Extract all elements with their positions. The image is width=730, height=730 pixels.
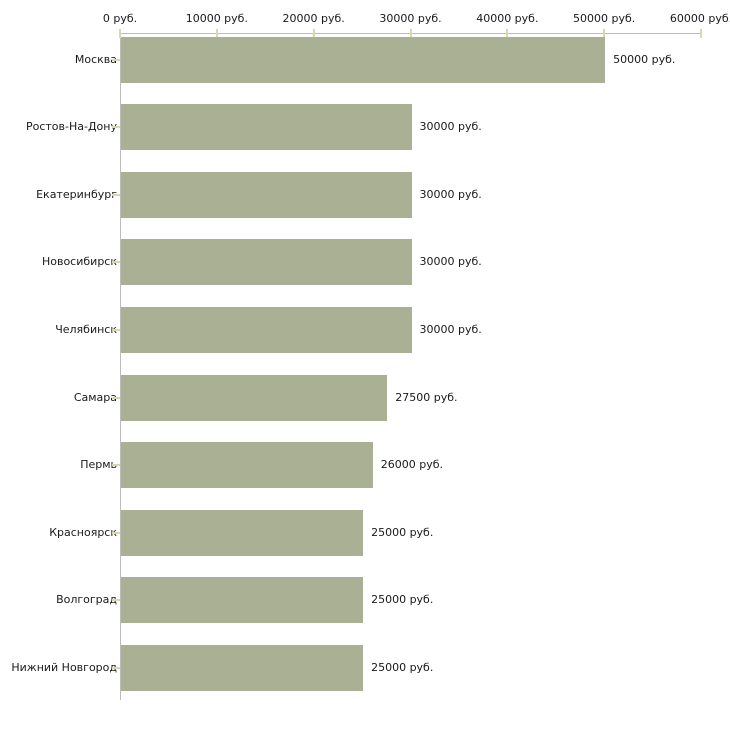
x-tick-label: 20000 руб. <box>282 12 345 25</box>
bar-1 <box>121 36 606 83</box>
y-tick-mark <box>112 126 120 129</box>
y-tick-mark <box>112 531 120 534</box>
x-tick-label: 60000 руб. <box>669 12 730 25</box>
y-tick-mark <box>112 396 120 399</box>
category-label: Пермь <box>80 458 117 472</box>
category-label: Самара <box>73 390 117 404</box>
category-label: Красноярск <box>49 525 117 539</box>
value-label: 27500 руб. <box>395 390 458 404</box>
x-tick-mark <box>119 29 121 38</box>
x-tick-label: 50000 руб. <box>573 12 636 25</box>
bar-8 <box>121 509 364 556</box>
y-axis-line <box>120 33 121 700</box>
value-label: 25000 руб. <box>371 525 434 539</box>
x-tick-mark <box>312 29 315 38</box>
y-tick-mark <box>112 464 120 467</box>
y-tick-mark <box>112 58 120 61</box>
value-label: 26000 руб. <box>380 458 444 472</box>
value-label: 30000 руб. <box>419 322 482 336</box>
y-tick-mark <box>112 666 120 669</box>
y-tick-mark <box>112 599 120 602</box>
y-tick-mark <box>112 328 120 331</box>
value-label: 30000 руб. <box>419 187 482 201</box>
x-tick-label: 40000 руб. <box>476 12 539 25</box>
category-label: Екатеринбург <box>36 187 117 201</box>
bar-6 <box>121 374 388 421</box>
y-tick-mark <box>112 261 120 264</box>
x-tick-label: 30000 руб. <box>379 12 442 25</box>
value-label: 30000 руб. <box>419 120 482 134</box>
category-label: Москва <box>74 52 117 66</box>
value-label: 25000 руб. <box>371 660 434 674</box>
x-tick-label: 0 руб. <box>102 12 138 25</box>
bar-2 <box>121 104 412 151</box>
x-tick-mark <box>700 29 702 38</box>
category-label: Челябинск <box>55 322 117 336</box>
bar-5 <box>121 306 412 353</box>
bar-9 <box>121 577 364 624</box>
x-tick-mark <box>506 29 509 38</box>
y-tick-mark <box>112 193 120 196</box>
bar-10 <box>121 644 364 691</box>
category-label: Волгоград <box>56 593 117 607</box>
category-label: Новосибирск <box>41 255 117 269</box>
category-label: Ростов-На-Дону <box>25 120 117 134</box>
value-label: 50000 руб. <box>613 52 676 66</box>
value-label: 25000 руб. <box>371 593 434 607</box>
bar-7 <box>121 442 373 489</box>
x-tick-mark <box>603 29 606 38</box>
x-tick-mark <box>409 29 412 38</box>
bar-3 <box>121 171 412 218</box>
value-label: 30000 руб. <box>419 255 482 269</box>
category-label: Нижний Новгород <box>11 660 117 674</box>
x-tick-label: 10000 руб. <box>185 12 248 25</box>
bar-4 <box>121 239 412 286</box>
x-tick-mark <box>215 29 218 38</box>
